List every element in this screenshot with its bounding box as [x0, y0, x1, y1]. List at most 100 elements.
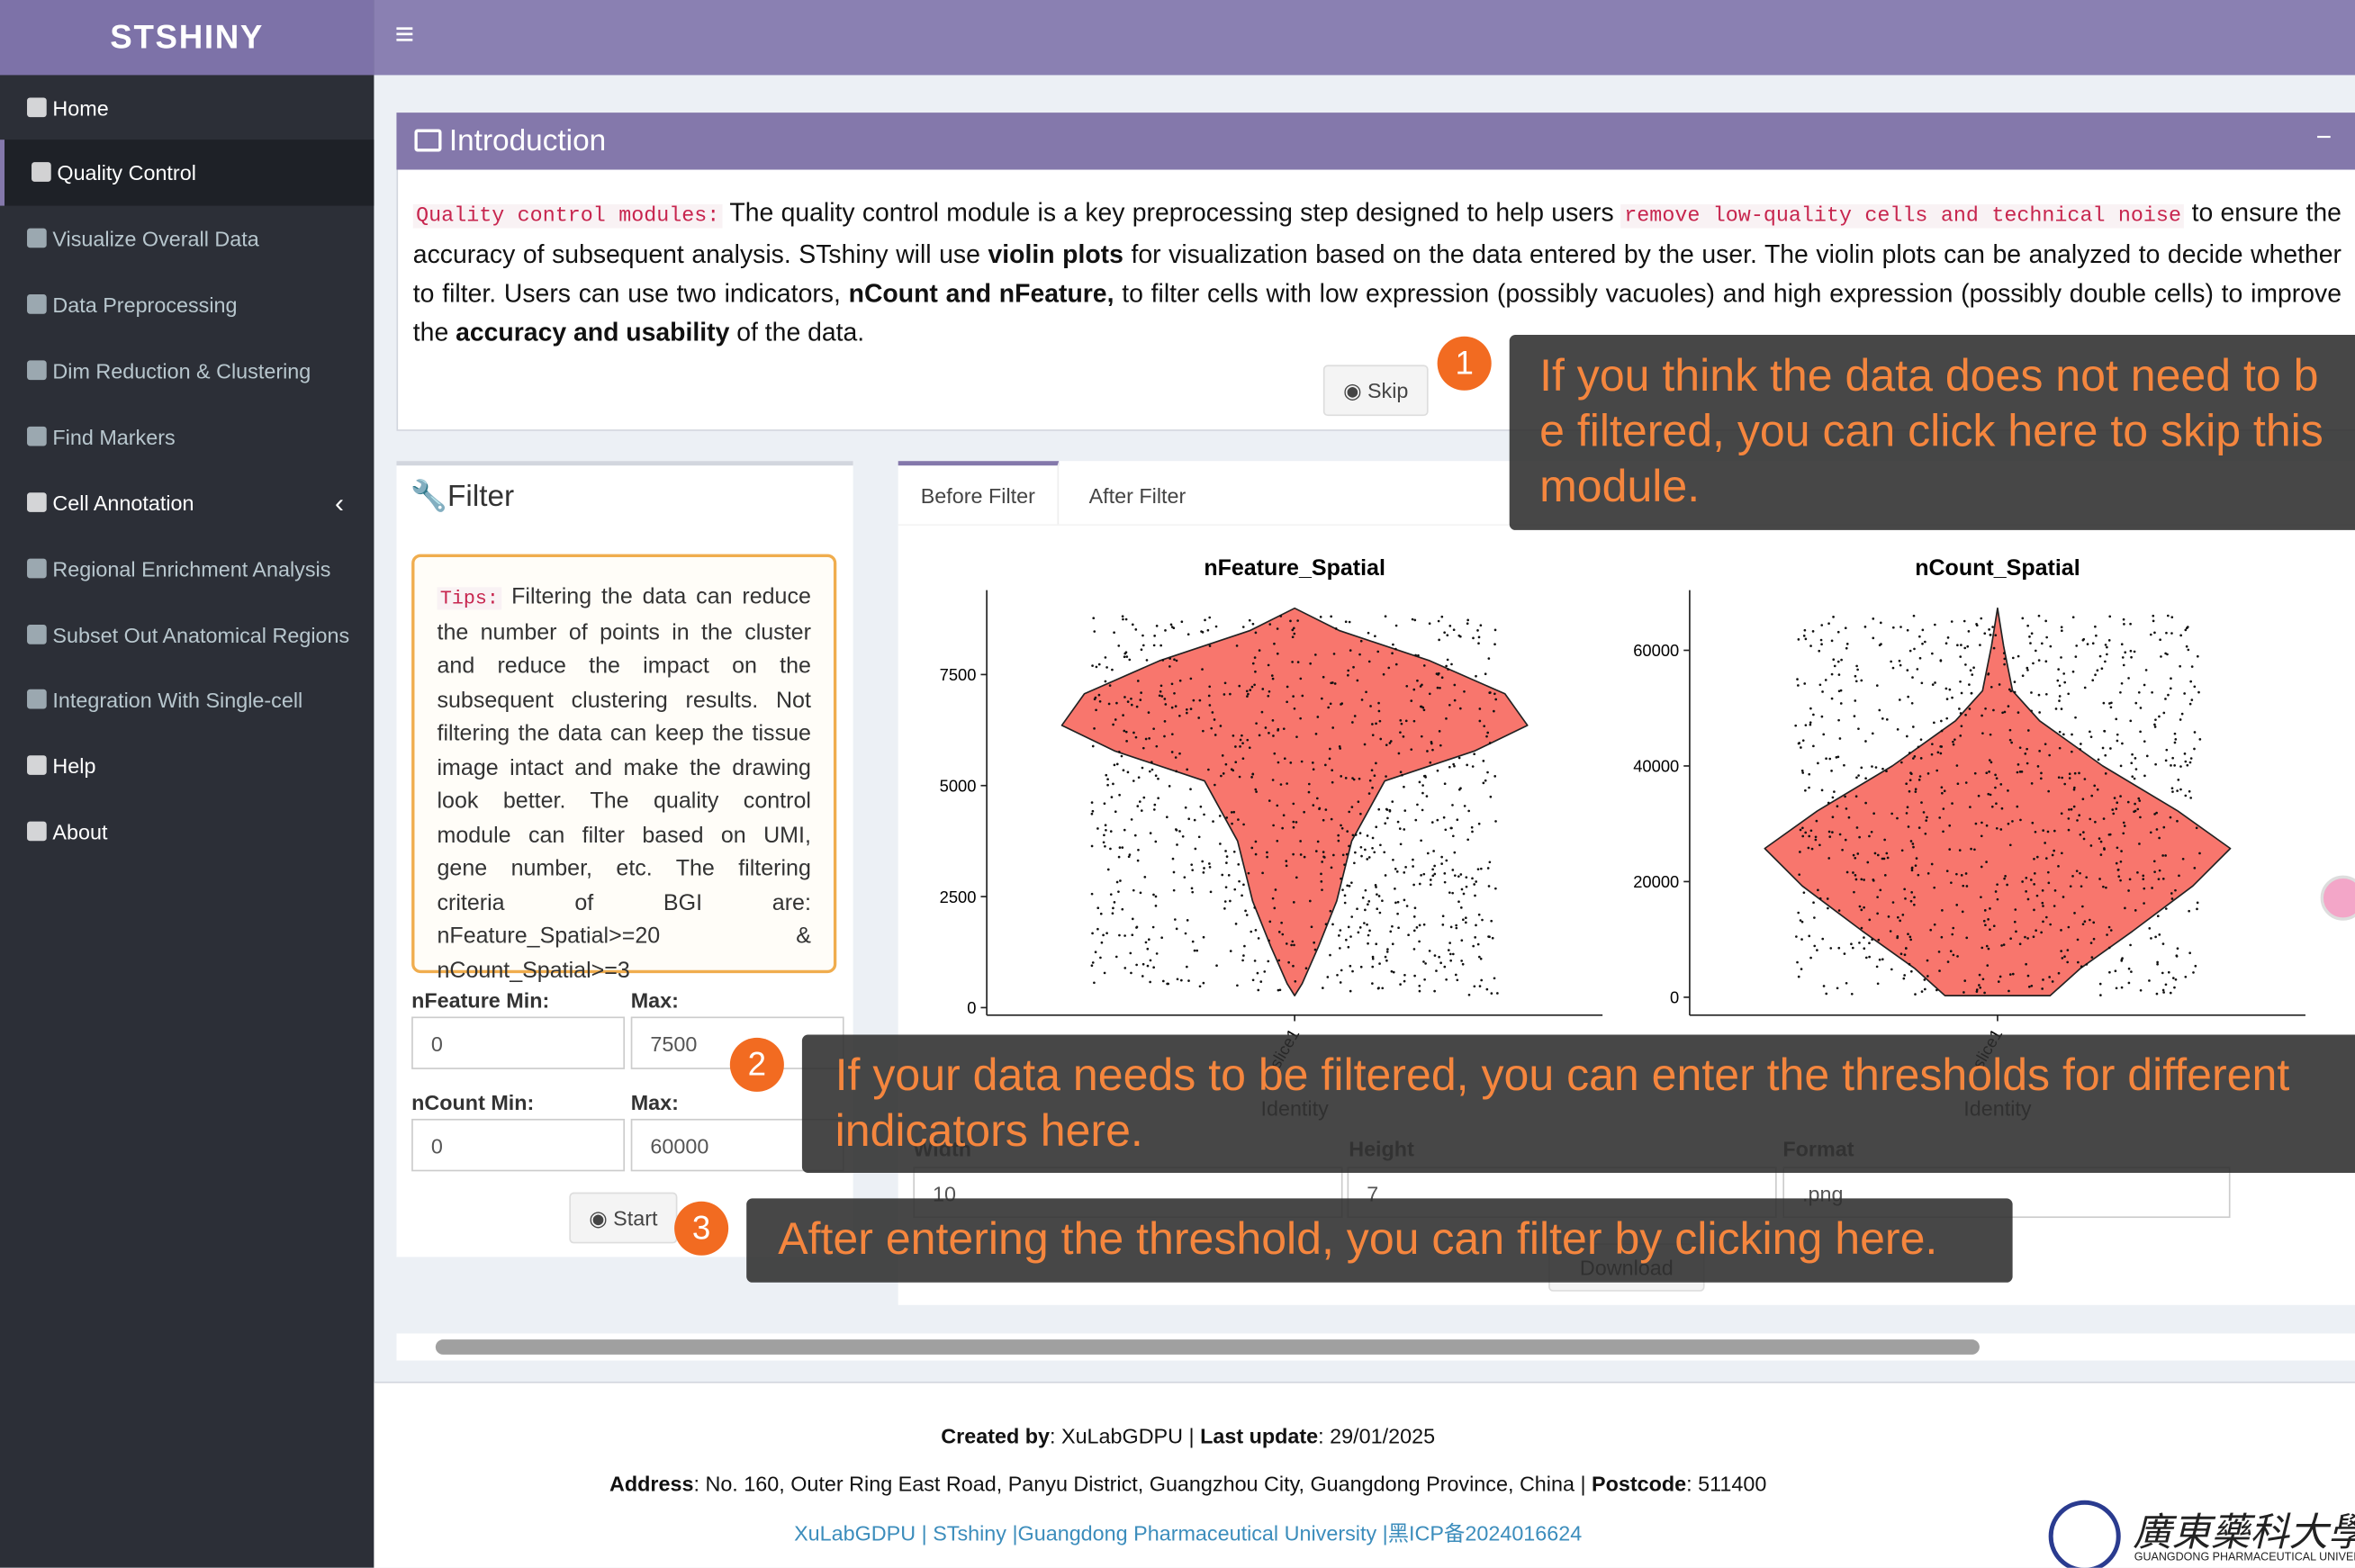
jitter-point: [2026, 974, 2030, 978]
jitter-point: [1918, 656, 1922, 660]
jitter-point: [2193, 866, 2197, 870]
jitter-point: [1486, 867, 1490, 870]
guide-tooltip: If you think the data does not need to b…: [1509, 335, 2355, 530]
text-run: Last update: [1200, 1423, 1319, 1448]
menu-item[interactable]: Home: [0, 75, 374, 140]
jitter-point: [1128, 853, 1132, 856]
jitter-point: [1161, 659, 1165, 662]
jitter-point: [1273, 906, 1277, 910]
menu-item[interactable]: Subset Out Anatomical Regions: [0, 602, 374, 668]
tab[interactable]: After Filter: [1088, 483, 1187, 508]
jitter-point: [1820, 624, 1824, 626]
jitter-point: [1175, 659, 1178, 662]
jitter-point: [1899, 761, 1903, 764]
jitter-point: [1478, 707, 1482, 710]
jitter-point: [1329, 909, 1332, 913]
menu-item[interactable]: Cell Annotation ‹: [0, 470, 374, 536]
university-name-cn: 廣東藥科大學: [2133, 1510, 2355, 1556]
jitter-point: [2080, 965, 2083, 969]
jitter-point: [1358, 777, 1361, 780]
jitter-point: [1881, 716, 1884, 720]
jitter-point: [1815, 819, 1818, 823]
jitter-point: [1106, 783, 1109, 787]
jitter-point: [2155, 992, 2159, 996]
text-run: XuLabGDPU: [794, 1521, 916, 1545]
jitter-point: [1148, 737, 1150, 740]
jitter-point: [2179, 765, 2182, 768]
jitter-point: [1917, 826, 1921, 829]
menu-item[interactable]: Find Markers: [0, 404, 374, 470]
jitter-point: [1940, 935, 1944, 939]
jitter-point: [1836, 987, 1839, 990]
jitter-point: [1384, 955, 1387, 959]
jitter-point: [2076, 938, 2080, 942]
jitter-point: [1446, 634, 1449, 637]
menu-item[interactable]: About: [0, 799, 374, 865]
jitter-point: [1206, 628, 1210, 632]
jitter-point: [2061, 776, 2064, 779]
jitter-point: [1873, 852, 1877, 855]
jitter-point: [1347, 673, 1349, 677]
jitter-points: [1090, 615, 1499, 996]
menu-item[interactable]: Data Preprocessing: [0, 272, 374, 338]
jitter-point: [2030, 984, 2034, 987]
jitter-point: [2161, 942, 2165, 945]
jitter-point: [2083, 778, 2087, 780]
jitter-point: [1474, 894, 1476, 897]
chevron: ‹: [335, 488, 345, 518]
collapse-button[interactable]: −: [2315, 122, 2332, 152]
jitter-point: [2100, 667, 2104, 671]
jitter-point: [1198, 698, 1202, 702]
menu-item[interactable]: Dim Reduction & Clustering: [0, 338, 374, 403]
start-button[interactable]: ◉ Start: [569, 1192, 678, 1244]
sidebar-toggle[interactable]: ≡: [394, 14, 415, 53]
menu-item[interactable]: Help: [0, 733, 374, 798]
jitter-point: [1903, 953, 1907, 957]
jitter-point: [1345, 852, 1349, 856]
jitter-point: [1313, 948, 1317, 951]
jitter-point: [1184, 806, 1187, 809]
jitter-point: [1331, 769, 1334, 772]
jitter-point: [1960, 644, 1962, 646]
jitter-point: [2058, 684, 2062, 688]
input[interactable]: 0: [411, 1118, 626, 1172]
jitter-point: [2198, 738, 2202, 741]
skip-button[interactable]: ◉ Skip: [1322, 365, 1429, 417]
jitter-point: [1456, 978, 1459, 982]
translate-widget[interactable]: [2320, 875, 2355, 921]
jitter-point: [1988, 628, 1990, 631]
jitter-point: [1346, 830, 1349, 833]
scroll-thumb[interactable]: [435, 1339, 1980, 1355]
jitter-point: [1273, 752, 1277, 755]
jitter-point: [2008, 843, 2012, 847]
jitter-point: [2030, 632, 2034, 635]
jitter-point: [1462, 892, 1466, 896]
menu-item[interactable]: Integration With Single-cell: [0, 667, 374, 733]
footer: [374, 1381, 2355, 1568]
jitter-point: [1347, 925, 1350, 929]
label: nFeature Min:: [411, 987, 550, 1013]
jitter-point: [2179, 788, 2182, 791]
jitter-point: [2071, 874, 2074, 878]
jitter-point: [1937, 951, 1941, 953]
jitter-point: [1339, 747, 1342, 750]
jitter-point: [1338, 745, 1341, 748]
jitter-point: [1103, 834, 1105, 837]
jitter-point: [1331, 923, 1334, 926]
jitter-point: [2137, 797, 2141, 800]
input[interactable]: 0: [411, 1016, 626, 1069]
jitter-point: [1855, 776, 1858, 779]
jitter-point: [1384, 874, 1387, 877]
jitter-point: [2057, 971, 2061, 975]
jitter-point: [2009, 937, 2012, 941]
jitter-point: [1871, 765, 1873, 768]
jitter-point: [1457, 875, 1460, 878]
jitter-point: [1988, 770, 1990, 773]
jitter-point: [1863, 936, 1865, 939]
tab[interactable]: Before Filter: [920, 483, 1035, 508]
menu-item[interactable]: Regional Enrichment Analysis: [0, 536, 374, 602]
jitter-point: [2019, 818, 2022, 822]
menu-item[interactable]: Visualize Overall Data: [0, 206, 374, 272]
jitter-point: [2053, 829, 2056, 833]
menu-item[interactable]: Quality Control: [0, 140, 374, 206]
